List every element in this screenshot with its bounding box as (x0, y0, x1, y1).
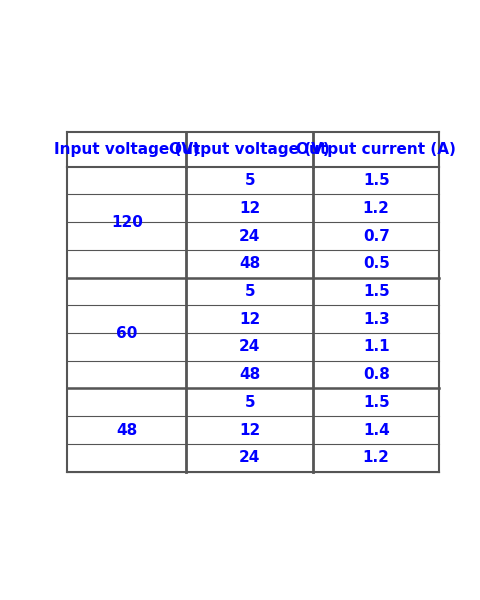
Text: 0.8: 0.8 (363, 367, 390, 382)
Text: 1.4: 1.4 (363, 422, 390, 437)
Text: 1.2: 1.2 (363, 201, 390, 216)
Text: Output current (A): Output current (A) (296, 142, 456, 157)
Text: 24: 24 (239, 450, 261, 465)
Text: 24: 24 (239, 229, 261, 244)
Text: 48: 48 (239, 367, 260, 382)
Text: 5: 5 (244, 284, 255, 299)
Text: 48: 48 (116, 422, 138, 437)
Text: 120: 120 (111, 215, 143, 230)
Text: 1.1: 1.1 (363, 340, 389, 355)
Text: 1.3: 1.3 (363, 311, 390, 326)
Text: 60: 60 (116, 326, 138, 341)
Text: 5: 5 (244, 173, 255, 188)
Text: 48: 48 (239, 256, 260, 271)
Text: 24: 24 (239, 340, 261, 355)
Text: 12: 12 (239, 422, 260, 437)
Text: 1.5: 1.5 (363, 173, 390, 188)
Text: 0.7: 0.7 (363, 229, 390, 244)
Text: 1.5: 1.5 (363, 395, 390, 410)
Text: Output voltage (V): Output voltage (V) (169, 142, 330, 157)
Text: 12: 12 (239, 311, 260, 326)
Text: 1.2: 1.2 (363, 450, 390, 465)
Text: 12: 12 (239, 201, 260, 216)
Text: Input voltage (V): Input voltage (V) (54, 142, 200, 157)
Text: 0.5: 0.5 (363, 256, 390, 271)
Text: 1.5: 1.5 (363, 284, 390, 299)
Text: 5: 5 (244, 395, 255, 410)
